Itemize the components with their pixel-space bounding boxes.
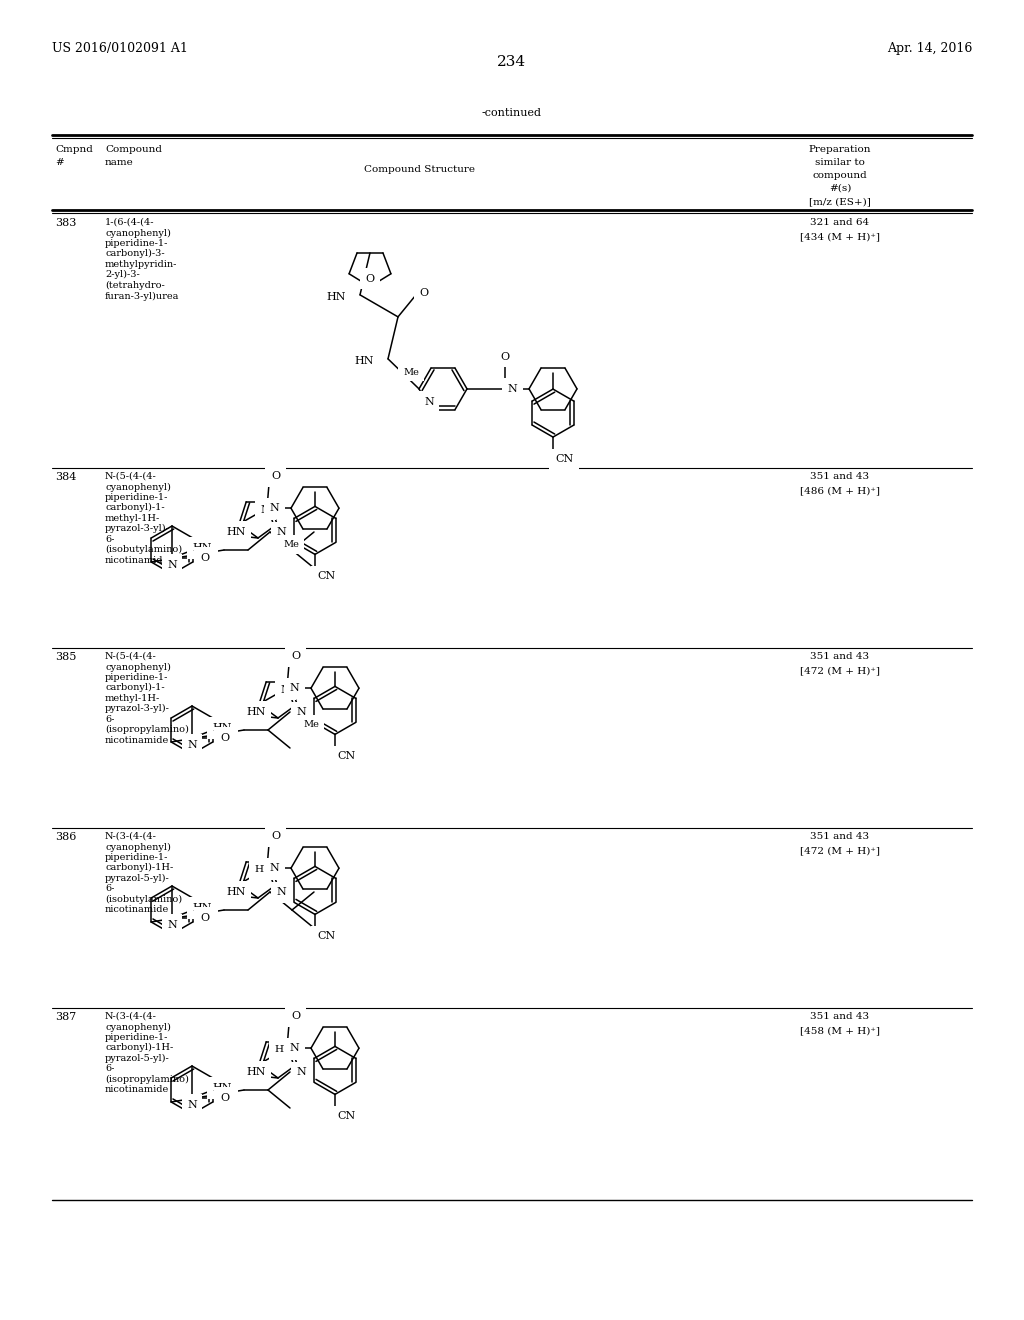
Text: N: N: [507, 384, 517, 393]
Text: O: O: [420, 288, 429, 298]
Text: name: name: [105, 158, 134, 168]
Text: CN: CN: [317, 932, 335, 941]
Text: HN: HN: [226, 527, 246, 537]
Text: similar to: similar to: [815, 158, 865, 168]
Text: HN: HN: [246, 708, 265, 717]
Text: Preparation: Preparation: [809, 145, 871, 154]
Text: HN: HN: [354, 356, 374, 366]
Text: N: N: [187, 1100, 197, 1110]
Text: N: N: [187, 741, 197, 750]
Text: O: O: [291, 651, 300, 661]
Text: N-(5-(4-(4-
cyanophenyl)
piperidine-1-
carbonyl)-1-
methyl-1H-
pyrazol-3-yl)-
6-: N-(5-(4-(4- cyanophenyl) piperidine-1- c…: [105, 473, 182, 565]
Text: N: N: [167, 560, 177, 570]
Text: N-(3-(4-(4-
cyanophenyl)
piperidine-1-
carbonyl)-1H-
pyrazol-5-yl)-
6-
(isobutyl: N-(3-(4-(4- cyanophenyl) piperidine-1- c…: [105, 832, 182, 915]
Text: #(s): #(s): [828, 183, 851, 193]
Text: 383: 383: [55, 218, 77, 228]
Text: 386: 386: [55, 832, 77, 842]
Text: N: N: [289, 1043, 299, 1053]
Text: N: N: [281, 685, 291, 694]
Text: 351 and 43: 351 and 43: [810, 832, 869, 841]
Text: O: O: [366, 273, 375, 284]
Text: HN: HN: [255, 866, 272, 874]
Text: O: O: [220, 1093, 229, 1104]
Text: HN: HN: [213, 1082, 232, 1093]
Text: [472 (M + H)⁺]: [472 (M + H)⁺]: [800, 846, 880, 855]
Text: Me: Me: [403, 367, 419, 376]
Text: N: N: [261, 504, 270, 515]
Text: 234: 234: [498, 55, 526, 69]
Text: N: N: [276, 887, 286, 898]
Text: #: #: [55, 158, 63, 168]
Text: N-(5-(4-(4-
cyanophenyl)
piperidine-1-
carbonyl)-1-
methyl-1H-
pyrazol-3-yl)-
6-: N-(5-(4-(4- cyanophenyl) piperidine-1- c…: [105, 652, 188, 744]
Text: 1-(6-(4-(4-
cyanophenyl)
piperidine-1-
carbonyl)-3-
methylpyridin-
2-yl)-3-
(tet: 1-(6-(4-(4- cyanophenyl) piperidine-1- c…: [105, 218, 179, 301]
Text: [434 (M + H)⁺]: [434 (M + H)⁺]: [800, 232, 880, 242]
Text: O: O: [271, 471, 281, 482]
Text: 321 and 64: 321 and 64: [810, 218, 869, 227]
Text: N: N: [276, 527, 286, 537]
Text: HN: HN: [327, 292, 346, 302]
Text: [486 (M + H)⁺]: [486 (M + H)⁺]: [800, 486, 880, 495]
Text: 384: 384: [55, 473, 77, 482]
Text: HN: HN: [274, 1045, 293, 1055]
Text: 385: 385: [55, 652, 77, 663]
Text: N: N: [269, 503, 279, 513]
Text: O: O: [200, 913, 209, 923]
Text: CN: CN: [317, 572, 335, 581]
Text: CN: CN: [337, 1111, 355, 1122]
Text: Apr. 14, 2016: Apr. 14, 2016: [887, 42, 972, 55]
Text: N-(3-(4-(4-
cyanophenyl)
piperidine-1-
carbonyl)-1H-
pyrazol-5-yl)-
6-
(isopropy: N-(3-(4-(4- cyanophenyl) piperidine-1- c…: [105, 1012, 188, 1094]
Text: -continued: -continued: [482, 108, 542, 117]
Text: Me: Me: [303, 719, 318, 729]
Text: [458 (M + H)⁺]: [458 (M + H)⁺]: [800, 1026, 880, 1035]
Text: N: N: [289, 684, 299, 693]
Text: [472 (M + H)⁺]: [472 (M + H)⁺]: [800, 667, 880, 675]
Text: N: N: [296, 708, 306, 717]
Text: [m/z (ES+)]: [m/z (ES+)]: [809, 197, 871, 206]
Text: Compound: Compound: [105, 145, 162, 154]
Text: CN: CN: [555, 454, 573, 465]
Text: HN: HN: [193, 903, 212, 913]
Text: O: O: [200, 553, 209, 564]
Text: 351 and 43: 351 and 43: [810, 1012, 869, 1020]
Text: O: O: [271, 832, 281, 841]
Text: N: N: [296, 1067, 306, 1077]
Text: 351 and 43: 351 and 43: [810, 473, 869, 480]
Text: US 2016/0102091 A1: US 2016/0102091 A1: [52, 42, 187, 55]
Text: O: O: [501, 352, 510, 362]
Text: O: O: [220, 733, 229, 743]
Text: HN: HN: [246, 1067, 265, 1077]
Text: HN: HN: [226, 887, 246, 898]
Text: O: O: [291, 1011, 300, 1022]
Text: 351 and 43: 351 and 43: [810, 652, 869, 661]
Text: HN: HN: [213, 723, 232, 733]
Text: Compound Structure: Compound Structure: [365, 165, 475, 174]
Text: Cmpnd: Cmpnd: [55, 145, 93, 154]
Text: HN: HN: [193, 543, 212, 553]
Text: 387: 387: [55, 1012, 76, 1022]
Text: CN: CN: [337, 751, 355, 762]
Text: compound: compound: [813, 172, 867, 180]
Text: N: N: [167, 920, 177, 931]
Text: N: N: [269, 863, 279, 874]
Text: Me: Me: [283, 540, 299, 549]
Text: N: N: [424, 396, 434, 407]
